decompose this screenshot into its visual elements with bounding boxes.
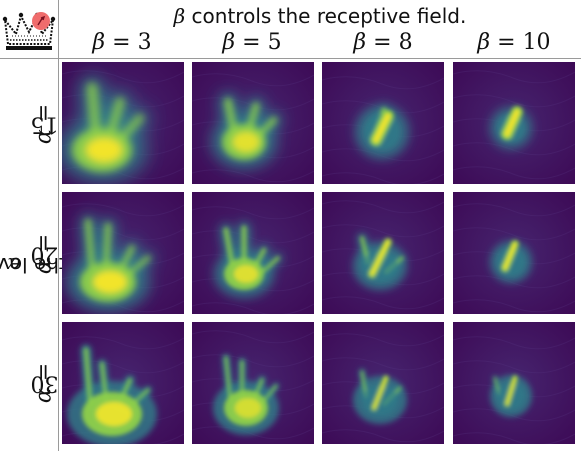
column-header-beta-3: β = 3 [92,30,152,55]
column-header-beta-5: β = 5 [222,30,282,55]
heatmap-image [453,192,575,314]
column-header-symbol: β [353,30,367,55]
title-text: controls the receptive field. [185,4,467,28]
heatmap-alpha20-beta10 [453,192,575,314]
heatmap-alpha30-beta3 [62,322,184,444]
column-header-value: 8 [398,30,413,55]
heatmap-alpha30-beta5 [192,322,314,444]
row-header-value: 15 [30,111,58,137]
row-header-alpha-15: α = 15 [30,103,58,145]
header-horizontal-divider [0,58,581,59]
heatmap-image [453,62,575,184]
heatmap-image [322,62,444,184]
heatmap-image [192,192,314,314]
row-header-alpha-30: α = 30 [30,362,58,404]
header-vertical-divider [58,0,59,451]
column-header-value: 10 [522,30,551,55]
heatmap-alpha20-beta3 [62,192,184,314]
heatmap-alpha15-beta3 [62,62,184,184]
heatmap-alpha30-beta8 [322,322,444,444]
heatmap-alpha20-beta8 [322,192,444,314]
column-header-symbol: β [222,30,236,55]
heatmap-alpha15-beta5 [192,62,314,184]
heatmap-alpha15-beta10 [453,62,575,184]
column-header-beta-10: β = 10 [477,30,551,55]
column-header-value: 3 [137,30,152,55]
heatmap-image [62,62,184,184]
column-header-value: 5 [267,30,282,55]
heatmap-image [192,62,314,184]
column-header-symbol: β [477,30,491,55]
row-caption: α controls the level of details. [0,100,153,430]
heatmap-alpha15-beta8 [322,62,444,184]
row-header-value: 30 [30,370,58,396]
column-header-symbol: β [92,30,106,55]
heatmap-image [322,322,444,444]
heatmap-image [453,322,575,444]
heatmap-image [322,192,444,314]
column-header-beta-8: β = 8 [353,30,413,55]
heatmap-image [62,192,184,314]
heatmap-alpha30-beta10 [453,322,575,444]
heatmap-image [62,322,184,444]
row-header-alpha-20: α = 20 [30,233,58,275]
heatmap-alpha20-beta5 [192,192,314,314]
heatmap-image [192,322,314,444]
crown-logo-icon [2,6,56,54]
figure-title: β controls the receptive field. [59,4,581,28]
row-header-value: 20 [30,241,58,267]
title-symbol: β [173,4,186,28]
